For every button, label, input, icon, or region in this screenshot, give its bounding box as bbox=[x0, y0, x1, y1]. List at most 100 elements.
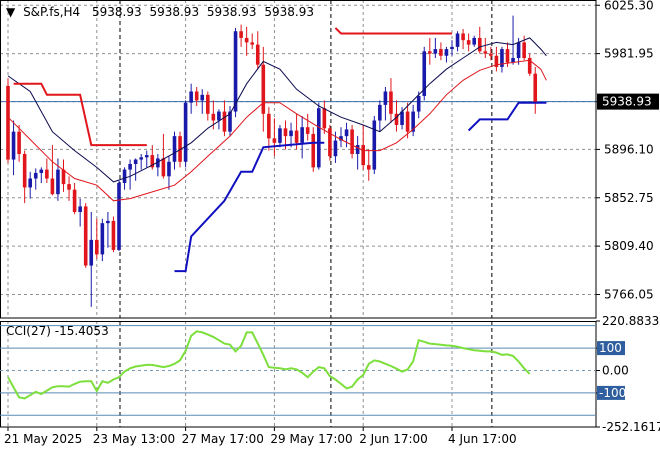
candle bbox=[139, 157, 143, 160]
candle bbox=[411, 111, 415, 132]
candle bbox=[444, 49, 449, 56]
candle bbox=[211, 113, 216, 121]
candle bbox=[533, 73, 538, 103]
candle bbox=[433, 49, 438, 54]
cci-panel-border bbox=[0, 321, 597, 428]
candle bbox=[56, 169, 60, 195]
candle bbox=[183, 102, 188, 162]
candle bbox=[172, 136, 177, 162]
time-tick-label: 21 May 2025 bbox=[4, 432, 82, 446]
candle bbox=[477, 37, 482, 52]
time-tick-label: 2 Jun 17:00 bbox=[359, 432, 428, 446]
candle bbox=[17, 131, 21, 154]
ma-slow-line bbox=[7, 59, 547, 202]
candle bbox=[244, 37, 249, 43]
candle bbox=[283, 128, 288, 137]
candle bbox=[361, 145, 365, 166]
price-tick-label: 5981.95 bbox=[604, 47, 654, 61]
candle bbox=[89, 239, 94, 266]
candle bbox=[511, 58, 515, 63]
candle bbox=[516, 42, 521, 59]
candle bbox=[500, 49, 504, 67]
candle bbox=[455, 33, 460, 47]
stop-line-blue bbox=[467, 101, 547, 132]
candle bbox=[366, 165, 371, 170]
candle bbox=[300, 127, 304, 143]
candle bbox=[83, 206, 88, 266]
cci-tick-label: -100 bbox=[599, 386, 626, 400]
time-tick-label: 4 Jun 17:00 bbox=[448, 432, 517, 446]
candle bbox=[67, 184, 71, 190]
cci-panel[interactable]: 220.8833 100 0.00 -100 -252.1617 bbox=[0, 314, 660, 434]
price-tick-label: 6025.30 bbox=[604, 0, 654, 12]
candle bbox=[133, 159, 138, 165]
candle bbox=[527, 58, 532, 74]
candle bbox=[189, 91, 193, 103]
candle bbox=[328, 128, 332, 157]
candle bbox=[489, 53, 493, 56]
candle bbox=[106, 220, 110, 224]
cci-level-box bbox=[597, 341, 625, 356]
candle bbox=[150, 155, 155, 168]
current-price-label: 5938.93 bbox=[602, 95, 652, 109]
stop-line-blue bbox=[174, 141, 325, 273]
candle bbox=[95, 239, 99, 255]
candle bbox=[33, 172, 38, 179]
current-price-box bbox=[597, 93, 659, 110]
candle bbox=[466, 40, 471, 45]
price-tick-label: 5852.75 bbox=[604, 191, 654, 205]
candle bbox=[206, 94, 210, 114]
candle bbox=[372, 120, 377, 170]
candle bbox=[344, 129, 349, 137]
ma-fast-line bbox=[7, 37, 547, 183]
price-tick-label: 5809.40 bbox=[604, 239, 654, 253]
candle bbox=[339, 136, 343, 141]
cci-tick-label: 0.00 bbox=[602, 363, 629, 377]
candle bbox=[322, 108, 327, 129]
candle bbox=[461, 33, 465, 41]
price-tick-label: 5896.10 bbox=[604, 142, 654, 156]
price-panel-border bbox=[0, 0, 597, 319]
cci-tick-label: 220.8833 bbox=[602, 314, 659, 328]
candle bbox=[333, 140, 338, 157]
candle bbox=[61, 169, 66, 185]
candle bbox=[416, 95, 421, 112]
candle bbox=[278, 128, 282, 143]
candle bbox=[194, 91, 199, 101]
cci-indicator-label: CCI(27) -15.4053 bbox=[6, 324, 109, 338]
candle bbox=[267, 113, 271, 139]
candle bbox=[294, 130, 299, 143]
ohlc-close: 5938.93 bbox=[264, 5, 314, 19]
stop-line-red bbox=[13, 82, 147, 147]
cci-level-box bbox=[597, 385, 625, 400]
candle bbox=[378, 104, 382, 121]
candle bbox=[428, 51, 432, 54]
candle bbox=[233, 31, 238, 112]
candle bbox=[317, 108, 321, 168]
price-panel[interactable]: 6025.30 5981.95 5896.10 5852.75 5809.40 5766.… bbox=[0, 0, 659, 319]
candle bbox=[355, 145, 360, 154]
candle bbox=[450, 46, 454, 50]
candle bbox=[405, 111, 410, 132]
time-tick-label: 27 May 17:00 bbox=[182, 432, 264, 446]
candle bbox=[72, 189, 77, 212]
candle bbox=[222, 111, 227, 132]
candle bbox=[250, 42, 254, 45]
cci-tick-label: -252.1617 bbox=[602, 420, 660, 434]
candle bbox=[11, 131, 16, 160]
candle bbox=[167, 161, 171, 177]
candle bbox=[439, 49, 443, 56]
candle bbox=[128, 164, 132, 170]
candle bbox=[383, 91, 388, 105]
time-tick-label: 29 May 17:00 bbox=[270, 432, 352, 446]
candle bbox=[261, 64, 266, 114]
candle bbox=[239, 31, 243, 38]
candle bbox=[311, 133, 316, 168]
ohlc-high: 5938.93 bbox=[149, 5, 199, 19]
candle bbox=[472, 37, 476, 45]
candle bbox=[39, 169, 44, 173]
ohlc-open: 5938.93 bbox=[92, 5, 142, 19]
candle bbox=[305, 127, 310, 134]
candle bbox=[394, 113, 399, 125]
